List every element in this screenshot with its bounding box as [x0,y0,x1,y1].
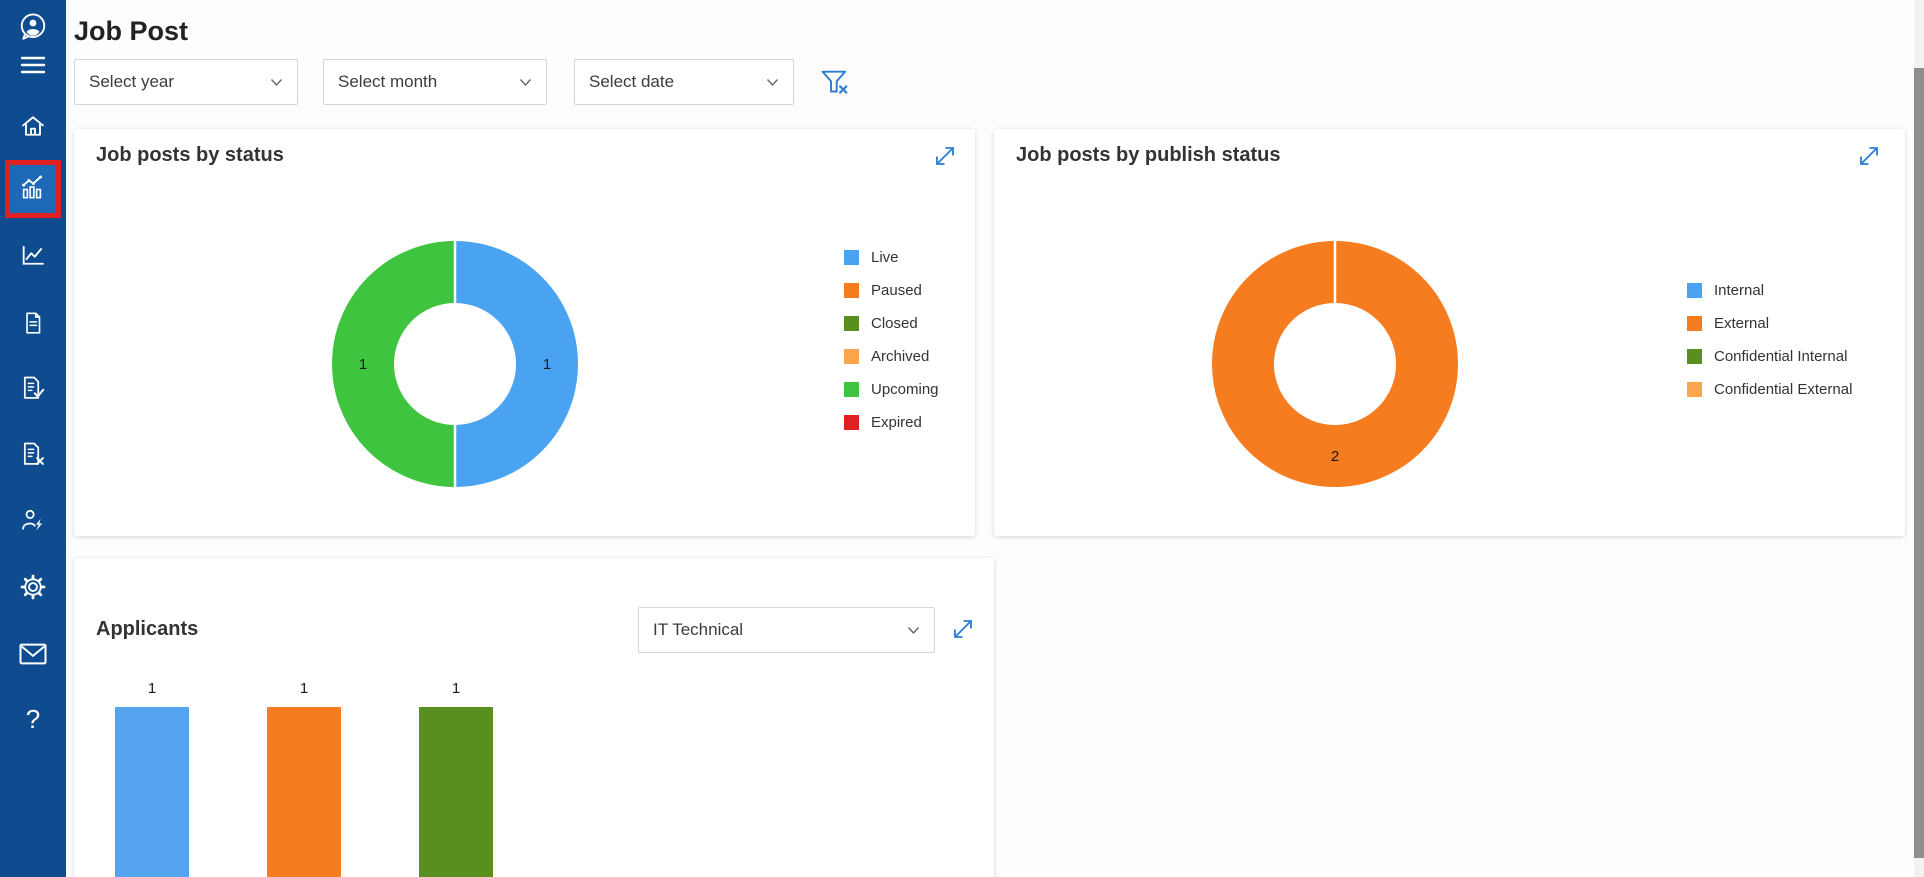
chevron-down-icon [270,72,283,92]
chevron-down-icon [907,620,920,640]
legend-item[interactable]: Live [844,241,939,274]
donut-chart-publish-status: 2 [1205,234,1465,494]
legend-item[interactable]: Confidential Internal [1687,340,1852,373]
card-title: Job posts by status [96,144,284,166]
person-lightning-icon [19,506,47,534]
bar-value-label: 1 [299,680,309,697]
sidebar-item-menu[interactable] [0,50,66,80]
expand-button[interactable] [1856,143,1882,169]
expand-icon [1856,147,1882,173]
card-title: Job posts by publish status [1016,144,1281,166]
question-mark-icon: ? [25,703,41,734]
bar-chart-trend-icon [18,172,48,207]
legend-swatch [844,316,859,331]
hamburger-menu-icon [20,55,46,75]
expand-button[interactable] [950,616,976,642]
select-month-placeholder: Select month [338,72,438,91]
legend-swatch [1687,316,1702,331]
card-title: Applicants [96,618,199,640]
document-icon [20,309,46,337]
bar [267,707,341,877]
clear-filter-button[interactable] [818,66,852,100]
sidebar-item-help[interactable]: ? [0,702,66,736]
bar-group: 1 [267,680,341,877]
select-year-placeholder: Select year [89,72,175,91]
sidebar-item-mail[interactable] [0,638,66,670]
legend-item[interactable]: Upcoming [844,373,939,406]
sidebar: ? [0,0,66,877]
filter-x-icon [818,70,852,104]
applicants-category-dropdown[interactable]: IT Technical [638,607,935,653]
sidebar-item-user-management[interactable] [0,504,66,536]
legend-item[interactable]: Internal [1687,274,1852,307]
vertical-scrollbar-thumb[interactable] [1914,68,1924,858]
bar [419,707,493,877]
legend-swatch [844,382,859,397]
legend-item[interactable]: Paused [844,274,939,307]
legend-swatch [844,349,859,364]
bar [115,707,189,877]
legend-swatch [844,415,859,430]
legend-job-status: Live Paused Closed Archived Upcoming Exp… [844,241,939,439]
applicants-category-value: IT Technical [653,620,744,639]
legend-item[interactable]: Expired [844,406,939,439]
line-chart-icon [19,241,47,269]
document-check-icon [19,374,47,402]
gear-icon [18,572,48,602]
expand-icon [932,147,958,173]
select-date-placeholder: Select date [589,72,675,91]
bar-chart-applicants: 1 1 1 [74,680,994,877]
legend-item[interactable]: Confidential External [1687,373,1852,406]
document-x-icon [19,440,47,468]
bar-value-label: 1 [147,680,157,697]
card-job-posts-by-publish-status: Job posts by publish status 2 Internal E… [994,129,1905,536]
avatar-icon [18,12,48,42]
sidebar-item-settings[interactable] [0,570,66,604]
bar-value-label: 1 [451,680,461,697]
chevron-down-icon [766,72,779,92]
sidebar-item-analytics[interactable] [0,239,66,271]
vertical-scrollbar-track[interactable] [1914,0,1924,877]
legend-item[interactable]: Closed [844,307,939,340]
select-date-dropdown[interactable]: Select date [574,59,794,105]
bar-group: 1 [419,680,493,877]
legend-swatch [844,250,859,265]
sidebar-item-documents-approved[interactable] [0,372,66,404]
legend-publish-status: Internal External Confidential Internal … [1687,274,1852,406]
legend-item[interactable]: Archived [844,340,939,373]
select-month-dropdown[interactable]: Select month [323,59,547,105]
legend-swatch [1687,349,1702,364]
sidebar-item-home[interactable] [0,110,66,142]
legend-swatch [844,283,859,298]
home-icon [19,112,47,140]
sidebar-item-job-post-dashboard-active[interactable] [5,160,61,218]
donut-value-label: 1 [359,356,367,373]
legend-item[interactable]: External [1687,307,1852,340]
donut-value-label: 1 [543,356,551,373]
expand-button[interactable] [932,143,958,169]
sidebar-item-documents[interactable] [0,307,66,339]
legend-swatch [1687,382,1702,397]
mail-icon [18,641,48,667]
profile-avatar[interactable] [0,8,66,46]
donut-value-label: 2 [1331,448,1339,465]
select-year-dropdown[interactable]: Select year [74,59,298,105]
bar-group: 1 [115,680,189,877]
sidebar-item-documents-rejected[interactable] [0,438,66,470]
card-applicants: Applicants IT Technical 1 1 1 [74,558,994,877]
page-title: Job Post [74,16,189,46]
expand-icon [950,620,976,646]
chevron-down-icon [519,72,532,92]
legend-swatch [1687,283,1702,298]
